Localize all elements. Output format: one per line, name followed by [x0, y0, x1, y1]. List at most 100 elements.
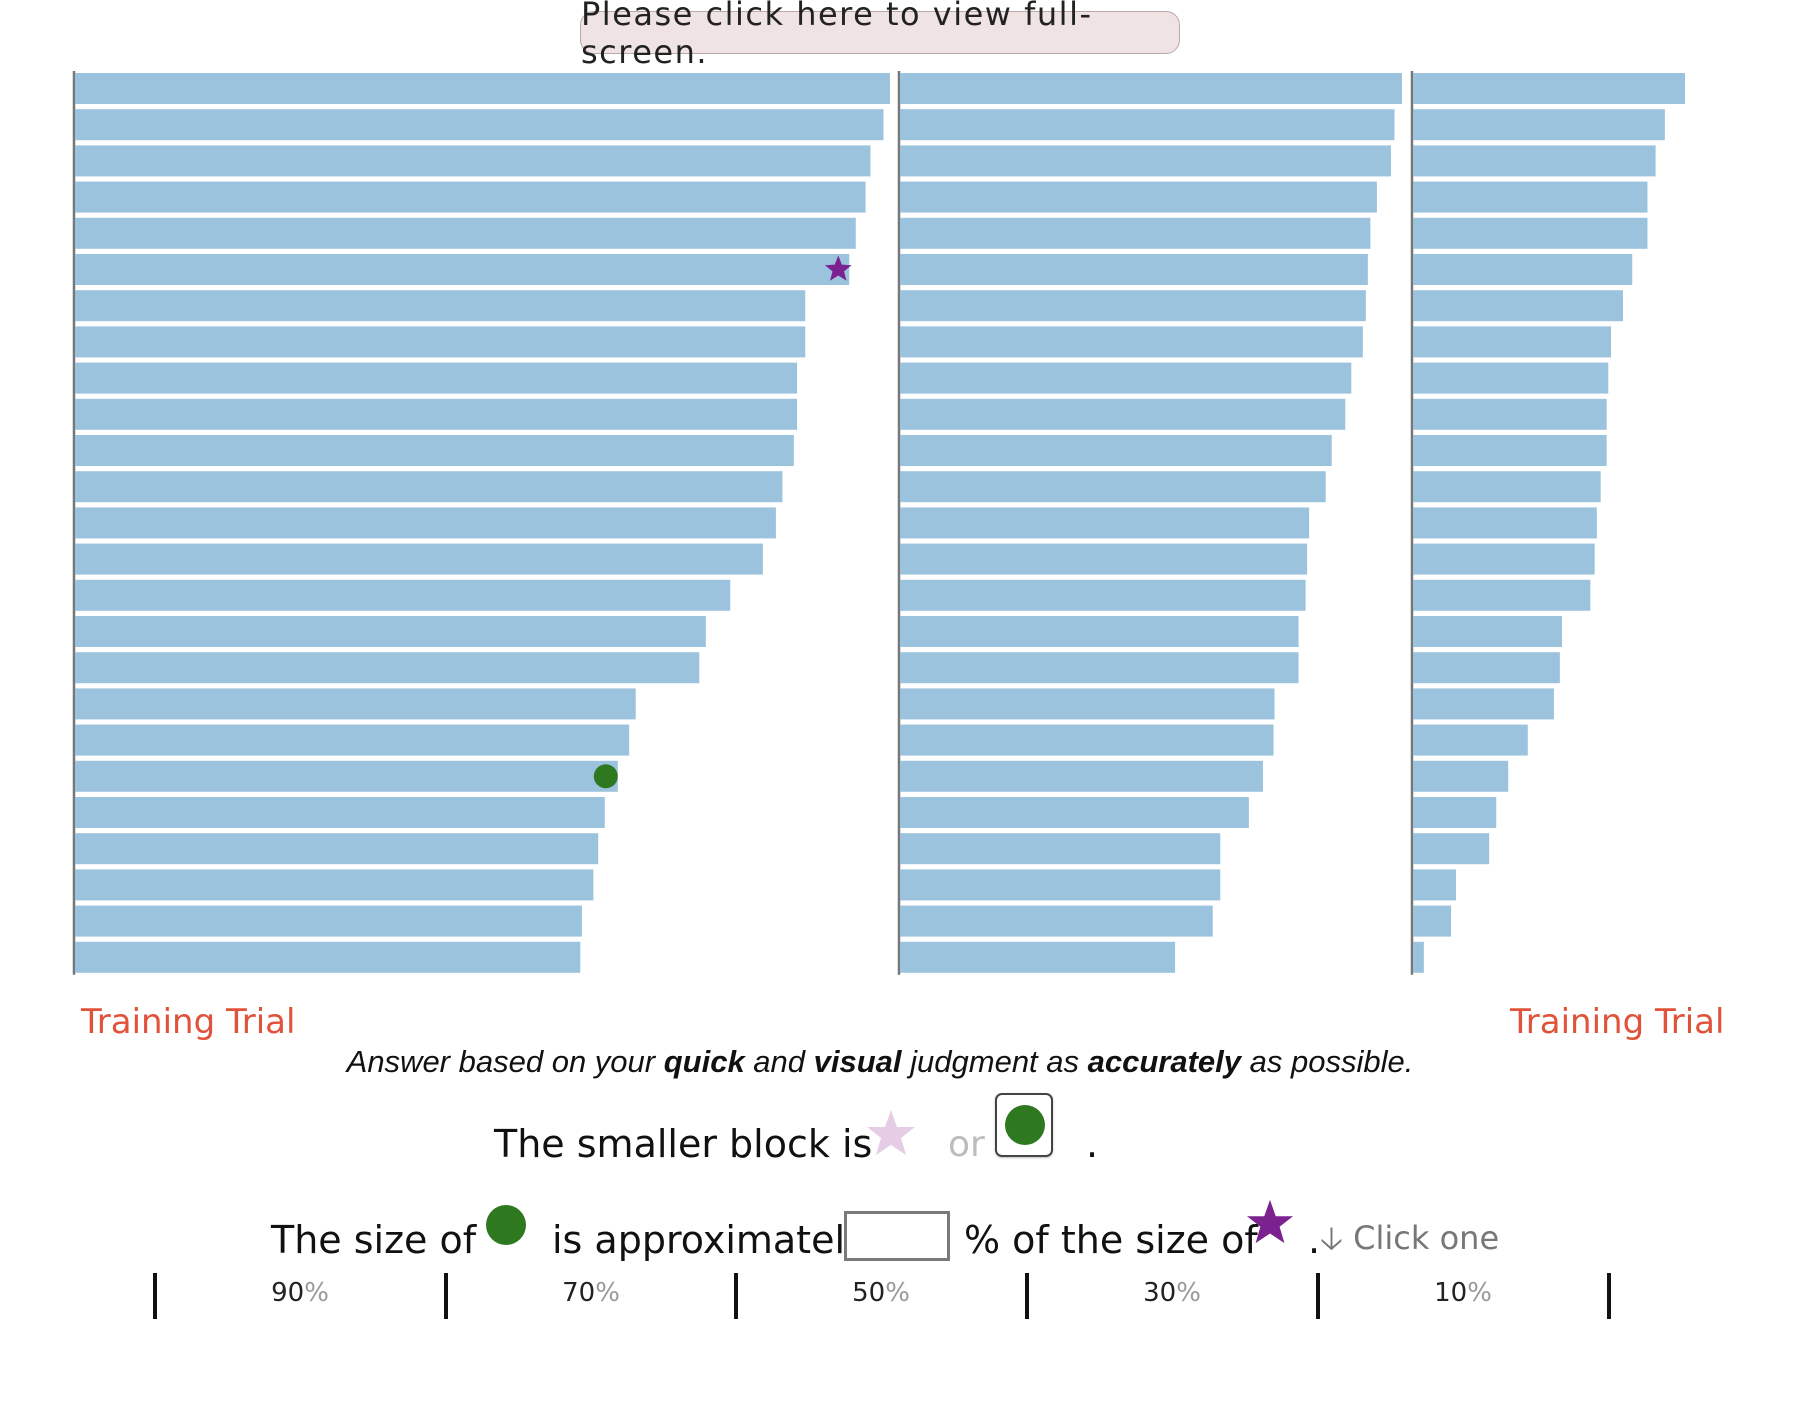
bar: [900, 579, 1306, 611]
bar: [75, 181, 866, 213]
bar-column-2: [897, 71, 1402, 975]
scale-option-70[interactable]: 70%: [531, 1278, 651, 1308]
scale-option-symbol: %: [595, 1278, 620, 1308]
bar: [900, 471, 1326, 503]
bar: [1413, 869, 1456, 901]
or-text: or: [948, 1124, 985, 1165]
bar: [75, 145, 871, 177]
bar: [75, 217, 856, 249]
bar: [900, 145, 1391, 177]
bar: [75, 507, 776, 539]
scale-option-value: 90: [271, 1278, 305, 1308]
circle-option-button[interactable]: [995, 1093, 1053, 1157]
scale-tick: [153, 1273, 157, 1319]
click-one-text: Click one: [1353, 1219, 1500, 1257]
instruction-visual: visual: [813, 1044, 902, 1079]
bar: [75, 688, 636, 720]
scale-option-value: 70: [562, 1278, 596, 1308]
training-trial-label-right: Training Trial: [1510, 1002, 1725, 1042]
instruction-text: Answer based on your quick and visual ju…: [0, 1044, 1760, 1080]
bar: [1413, 471, 1601, 503]
bar: [1413, 398, 1607, 430]
bar: [75, 905, 582, 937]
bar: [1413, 435, 1607, 466]
scale-option-value: 30: [1143, 1278, 1177, 1308]
bar: [900, 326, 1363, 358]
bar: [1413, 905, 1452, 937]
scale-option-symbol: %: [1467, 1278, 1492, 1308]
bar: [1413, 507, 1597, 539]
star-option-icon[interactable]: [866, 1108, 916, 1158]
circle-marker-icon: [593, 764, 618, 789]
instruction-part-4: as possible.: [1241, 1044, 1414, 1079]
bar: [1413, 833, 1490, 865]
bar: [75, 398, 798, 430]
bar: [1413, 217, 1648, 249]
bar: [900, 688, 1275, 720]
scale-tick: [734, 1273, 738, 1319]
bar: [900, 941, 1176, 973]
bar: [75, 724, 630, 756]
scale-option-50[interactable]: 50%: [821, 1278, 941, 1308]
bar: [900, 362, 1352, 394]
bar: [1413, 797, 1497, 828]
circle-icon: [486, 1205, 526, 1245]
bar: [75, 471, 783, 503]
bar: [1413, 109, 1665, 141]
scale-option-value: 50: [852, 1278, 886, 1308]
bar: [900, 217, 1371, 249]
bar: [1413, 724, 1528, 756]
arrow-down-icon: 🡣: [1320, 1219, 1343, 1257]
bar: [900, 797, 1249, 828]
bar: [75, 73, 890, 104]
training-trial-label-left: Training Trial: [81, 1002, 296, 1042]
circle-icon: [1005, 1105, 1045, 1145]
percent-input[interactable]: [844, 1211, 950, 1261]
bar: [1413, 760, 1509, 792]
bar: [900, 543, 1308, 575]
bar: [1413, 290, 1623, 322]
bar: [75, 326, 806, 358]
scale-option-10[interactable]: 10%: [1403, 1278, 1523, 1308]
bar: [75, 254, 850, 285]
bar: [1413, 254, 1633, 285]
size-question-period: .: [1308, 1218, 1321, 1262]
scale-option-30[interactable]: 30%: [1112, 1278, 1232, 1308]
scale-option-symbol: %: [885, 1278, 910, 1308]
approximately-text: is approximately: [552, 1218, 868, 1262]
star-icon: [1246, 1199, 1294, 1244]
bar: [1413, 362, 1609, 394]
star-marker-icon: [824, 255, 852, 281]
percent-of-size-text: % of the size of: [964, 1218, 1258, 1262]
bar: [75, 869, 594, 901]
bar: [1413, 145, 1656, 177]
bar: [1413, 73, 1685, 104]
smaller-block-period: .: [1086, 1122, 1099, 1166]
scale-option-value: 10: [1434, 1278, 1468, 1308]
bar-column-1: [72, 71, 890, 975]
bar: [900, 435, 1332, 466]
bar: [75, 616, 706, 647]
bar: [900, 73, 1402, 104]
bar: [900, 398, 1346, 430]
scale-option-symbol: %: [1176, 1278, 1201, 1308]
instruction-part-3: judgment as: [901, 1044, 1088, 1079]
instruction-quick: quick: [663, 1044, 745, 1079]
scale-tick: [1025, 1273, 1029, 1319]
instruction-part-2: and: [744, 1044, 814, 1079]
scale-option-symbol: %: [304, 1278, 329, 1308]
bar: [1413, 688, 1554, 720]
bar: [900, 869, 1221, 901]
bar: [75, 362, 798, 394]
size-of-prompt: The size of: [271, 1218, 477, 1262]
scale-option-90[interactable]: 90%: [240, 1278, 360, 1308]
bar: [900, 254, 1368, 285]
bar: [1413, 579, 1591, 611]
bar: [75, 579, 731, 611]
bar: [75, 833, 599, 865]
bar: [900, 724, 1274, 756]
bar: [75, 543, 763, 575]
scale-tick: [444, 1273, 448, 1319]
bar: [900, 652, 1299, 684]
bar: [900, 833, 1221, 865]
